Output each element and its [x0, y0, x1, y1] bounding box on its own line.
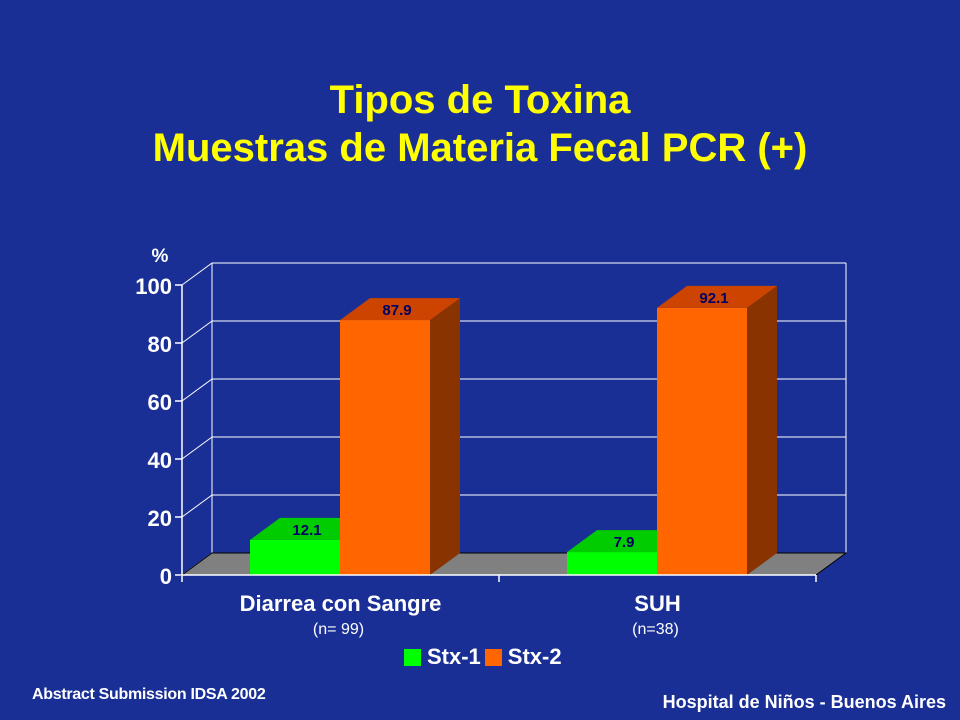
- bar-stx1-1: [567, 552, 657, 575]
- ytick-label-100: 100: [135, 274, 172, 299]
- category-note-0: (n= 99): [313, 621, 364, 638]
- grid-diagonal-100: [181, 262, 213, 286]
- footer-institution: Hospital de Niños - Buenos Aires: [662, 692, 946, 712]
- grid-diagonal-40: [181, 436, 213, 460]
- title-line-2: Muestras de Materia Fecal PCR (+): [152, 126, 808, 170]
- category-label-0: Diarrea con Sangre: [240, 591, 442, 616]
- ytick-label-20: 20: [148, 506, 172, 531]
- data-label-stx1-0: 12.1: [292, 522, 321, 539]
- category-note-1: (n=38): [632, 621, 679, 638]
- legend-label-stx2: Stx-2: [507, 644, 562, 669]
- ytick-label-0: 0: [160, 564, 172, 589]
- bar-stx2-1-side: [747, 285, 777, 575]
- legend-item-stx2: Stx-2: [484, 644, 562, 670]
- title-line-1: Tipos de Toxina: [329, 78, 631, 122]
- bar-stx2-1-top: [657, 285, 777, 308]
- y-axis-label: %: [152, 246, 169, 267]
- category-label-1: SUH: [634, 591, 680, 616]
- footer-source: Abstract Submission IDSA 2002: [32, 686, 266, 703]
- chart-title: Tipos de Toxina Muestras de Materia Feca…: [0, 76, 960, 172]
- bar-stx2-1: [657, 307, 747, 575]
- legend-label-stx1: Stx-1: [427, 644, 481, 669]
- legend-item-stx1: Stx-1: [404, 644, 481, 670]
- legend-swatch-stx1: [404, 648, 421, 666]
- bar-stx2-0: [340, 320, 430, 575]
- legend: Stx-1 Stx-2: [404, 644, 566, 670]
- grid-diagonal-80: [181, 320, 213, 344]
- data-label-stx2-1: 92.1: [699, 290, 728, 307]
- grid-diagonal-60: [181, 378, 213, 402]
- ytick-label-60: 60: [148, 390, 172, 415]
- ytick-label-80: 80: [148, 332, 172, 357]
- legend-swatch-stx2: [484, 648, 502, 666]
- bar-stx2-0-side: [430, 298, 460, 575]
- grid-diagonal-20: [181, 494, 213, 518]
- bar-stx2-0-top: [340, 298, 460, 321]
- bar-stx1-0: [250, 539, 340, 575]
- data-label-stx1-1: 7.9: [614, 534, 635, 551]
- data-label-stx2-0: 87.9: [382, 302, 411, 319]
- ytick-label-40: 40: [148, 448, 172, 473]
